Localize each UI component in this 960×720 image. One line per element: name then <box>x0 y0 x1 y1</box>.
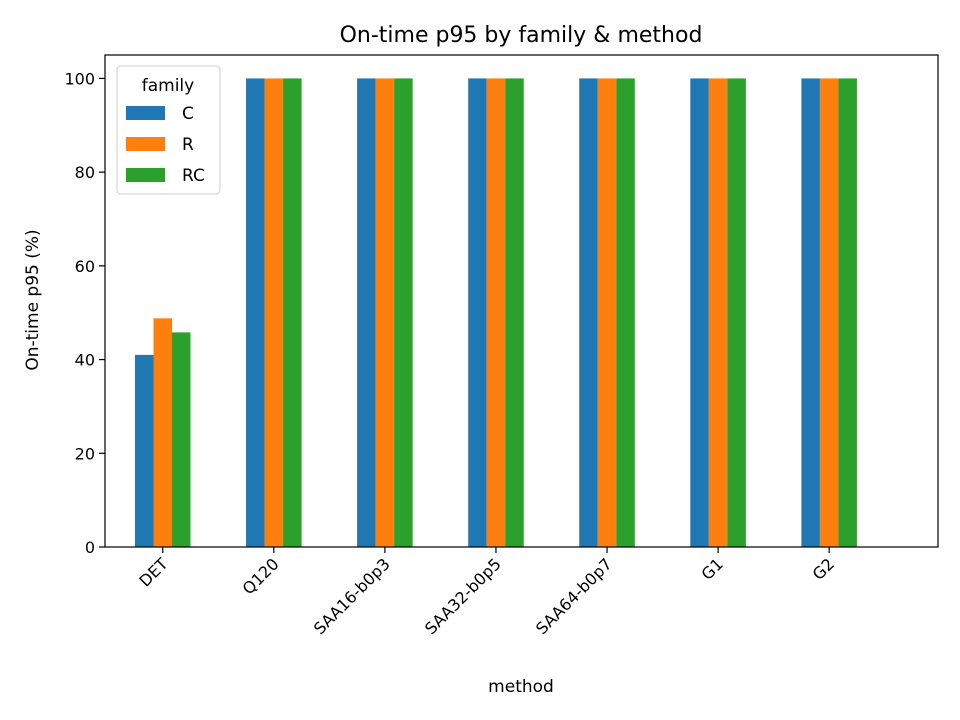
y-ticks-group: 0 20 40 60 80 100 <box>64 69 105 557</box>
y-axis-label: On-time p95 (%) <box>23 229 43 370</box>
bars-group <box>134 78 857 548</box>
y-tick-label: 40 <box>75 351 95 370</box>
legend-items: CR RC <box>126 104 205 186</box>
y-tick-label: 20 <box>75 444 95 463</box>
bar-DET-R <box>153 318 173 547</box>
bar-SAA32-b0p5-C <box>468 78 487 548</box>
y-tick-label: 60 <box>75 257 95 276</box>
bar-G2-RC <box>838 78 857 548</box>
legend-swatch-R <box>126 137 165 151</box>
bar-G1-R <box>708 78 728 548</box>
legend-label-C: C <box>182 104 194 124</box>
y-tick-label: 100 <box>64 69 95 88</box>
bar-G2-R <box>819 78 839 548</box>
legend-label-RC: RC <box>182 166 205 186</box>
bar-SAA32-b0p5-R <box>486 78 506 548</box>
legend-box <box>116 65 221 195</box>
legend-swatch-C <box>126 106 165 120</box>
bar-DET-RC <box>172 332 191 547</box>
legend-swatch-RC <box>126 168 165 182</box>
legend-title: family <box>142 76 194 96</box>
bar-G1-RC <box>727 78 746 548</box>
bar-Q120-R <box>264 78 284 548</box>
bar-Q120-RC <box>283 78 302 548</box>
bar-SAA64-b0p7-RC <box>616 78 635 548</box>
bar-G1-C <box>690 78 709 548</box>
bar-SAA64-b0p7-R <box>597 78 617 548</box>
bar-SAA32-b0p5-RC <box>505 78 524 548</box>
bar-SAA16-b0p3-C <box>357 78 376 548</box>
bar-SAA16-b0p3-R <box>375 78 395 548</box>
y-tick-label: 0 <box>85 538 95 557</box>
x-axis-label: method <box>488 677 554 697</box>
bar-SAA64-b0p7-C <box>579 78 598 548</box>
bar-SAA16-b0p3-RC <box>394 78 413 548</box>
y-tick-label: 80 <box>75 163 95 182</box>
plot-frame <box>104 54 939 548</box>
bar-G2-C <box>801 78 820 548</box>
legend-label-R: R <box>182 135 194 155</box>
legend: family CR RC <box>116 65 221 195</box>
chart-title: On-time p95 by family & method <box>340 23 703 48</box>
bar-DET-C <box>134 354 154 547</box>
bar-Q120-C <box>246 78 265 548</box>
